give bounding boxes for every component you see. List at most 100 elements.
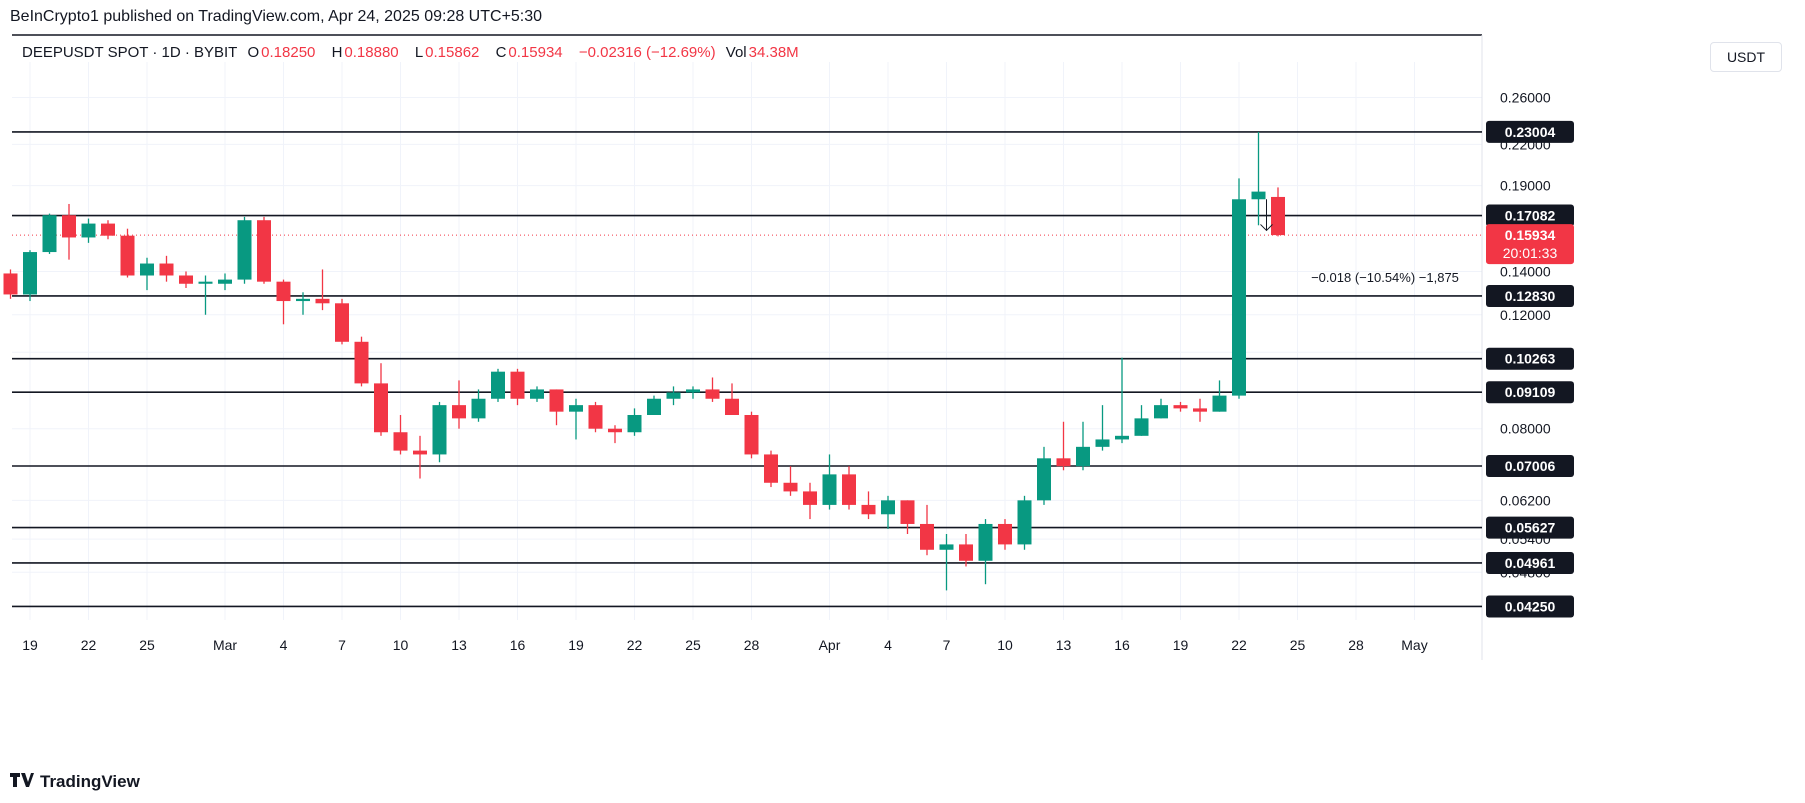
x-tick-label: 22 — [627, 637, 643, 653]
candle-body[interactable] — [276, 281, 291, 302]
candle-body[interactable] — [744, 414, 759, 455]
candle-body[interactable] — [822, 474, 837, 505]
current-price-tag — [1486, 224, 1574, 265]
candle-body[interactable] — [3, 273, 18, 295]
level-price-label: 0.04961 — [1505, 555, 1556, 571]
x-tick-label: 16 — [1114, 637, 1130, 653]
candle-body[interactable] — [1173, 405, 1188, 409]
measure-annotation: −0.018 (−10.54%) −1,875 — [1311, 270, 1459, 285]
x-tick-label: 19 — [22, 637, 38, 653]
candle-body[interactable] — [783, 482, 798, 492]
candle-body[interactable] — [861, 504, 876, 515]
candle-body[interactable] — [471, 398, 486, 419]
candle-body[interactable] — [588, 405, 603, 429]
candle-body[interactable] — [257, 220, 271, 282]
candle-body[interactable] — [939, 544, 954, 550]
candle-body[interactable] — [1232, 199, 1246, 396]
candle-body[interactable] — [23, 252, 37, 295]
candle-body[interactable] — [608, 428, 622, 433]
candle-body[interactable] — [432, 405, 447, 455]
candle-body[interactable] — [842, 474, 856, 505]
level-price-label: 0.07006 — [1505, 458, 1556, 474]
x-tick-label: Apr — [819, 637, 841, 653]
currency-unit-button[interactable]: USDT — [1710, 42, 1782, 72]
candle-body[interactable] — [530, 389, 544, 399]
candle-body[interactable] — [42, 215, 57, 253]
candle-body[interactable] — [1076, 446, 1090, 467]
level-price-tag — [1486, 381, 1574, 404]
candle-body[interactable] — [237, 220, 252, 280]
close-value: 0.15934 — [508, 44, 563, 61]
candle-body[interactable] — [1212, 395, 1227, 412]
level-price-tag — [1486, 551, 1574, 574]
candle-body[interactable] — [354, 341, 369, 384]
x-tick-label: 7 — [943, 637, 951, 653]
x-tick-label: Mar — [213, 637, 237, 653]
bar-countdown-label: 20:01:33 — [1503, 245, 1558, 261]
candle-body[interactable] — [335, 303, 349, 342]
candle-body[interactable] — [920, 523, 934, 550]
x-tick-label: 4 — [280, 637, 288, 653]
candle-body[interactable] — [510, 371, 525, 399]
candle-body[interactable] — [803, 491, 817, 505]
candle-body[interactable] — [1193, 408, 1207, 412]
candle-body[interactable] — [1037, 458, 1051, 501]
candle-body[interactable] — [315, 298, 330, 304]
candle-body[interactable] — [62, 215, 76, 238]
candle-body[interactable] — [627, 414, 642, 433]
candle-body[interactable] — [764, 454, 778, 483]
candle-body[interactable] — [978, 523, 993, 561]
candle-body[interactable] — [179, 275, 193, 284]
x-tick-label: 25 — [685, 637, 701, 653]
level-price-label: 0.17082 — [1505, 208, 1556, 224]
candle-body[interactable] — [296, 298, 310, 302]
candle-body[interactable] — [900, 500, 915, 524]
candle-body[interactable] — [549, 389, 564, 412]
level-price-label: 0.23004 — [1505, 124, 1556, 140]
tradingview-brand[interactable]: TradingView — [10, 772, 140, 792]
x-tick-label: 22 — [81, 637, 97, 653]
candle-body[interactable] — [413, 450, 427, 455]
level-price-label: 0.12830 — [1505, 288, 1556, 304]
candle-body[interactable] — [1134, 418, 1149, 436]
candle-body[interactable] — [198, 281, 213, 284]
candle-body[interactable] — [159, 263, 174, 276]
candle-body[interactable] — [1251, 191, 1266, 200]
candle-body[interactable] — [1095, 439, 1110, 447]
candle-body[interactable] — [374, 383, 388, 433]
tradingview-logo-icon — [10, 772, 34, 792]
measure-arrowhead-icon — [1260, 224, 1273, 232]
candle-body[interactable] — [1154, 405, 1168, 419]
x-tick-label: 19 — [568, 637, 584, 653]
candle-body[interactable] — [1017, 500, 1032, 545]
candle-body[interactable] — [686, 389, 700, 393]
low-label: L — [414, 44, 424, 61]
candle-body[interactable] — [705, 389, 720, 399]
x-tick-label: 19 — [1173, 637, 1189, 653]
candle-body[interactable] — [81, 223, 96, 238]
candle-body[interactable] — [1271, 196, 1285, 236]
candle-body[interactable] — [647, 398, 661, 415]
candle-body[interactable] — [120, 235, 135, 276]
x-tick-label: 4 — [884, 637, 892, 653]
x-tick-label: 22 — [1231, 637, 1247, 653]
symbol-name[interactable]: DEEPUSDT SPOT · 1D · BYBIT — [22, 44, 238, 61]
candle-body[interactable] — [569, 405, 583, 412]
candle-body[interactable] — [725, 398, 739, 415]
candle-body[interactable] — [998, 523, 1012, 545]
candle-body[interactable] — [1056, 458, 1071, 467]
level-price-label: 0.04250 — [1505, 598, 1556, 614]
y-tick-label: 0.14000 — [1500, 263, 1551, 279]
candle-body[interactable] — [1115, 435, 1129, 440]
candle-body[interactable] — [881, 500, 895, 515]
candle-body[interactable] — [101, 223, 115, 236]
candle-body[interactable] — [666, 392, 681, 399]
current-price-label: 0.15934 — [1505, 227, 1556, 243]
candle-body[interactable] — [452, 405, 466, 419]
candle-body[interactable] — [393, 432, 408, 451]
candle-body[interactable] — [491, 371, 505, 399]
candle-body[interactable] — [959, 544, 973, 561]
candle-body[interactable] — [218, 279, 232, 284]
candle-body[interactable] — [140, 263, 154, 276]
